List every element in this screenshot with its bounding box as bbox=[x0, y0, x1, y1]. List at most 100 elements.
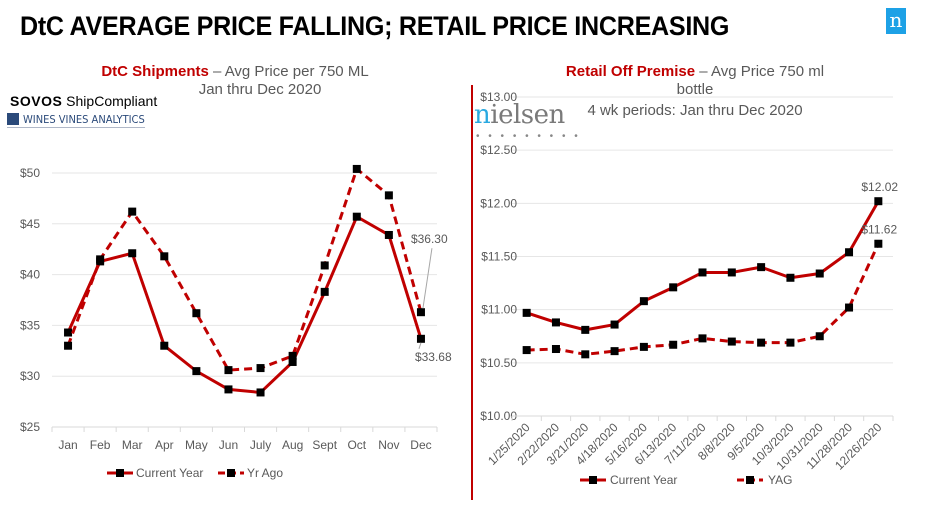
dtc-x-tick-label: Aug bbox=[282, 438, 303, 452]
retail-y-tick-label: $11.50 bbox=[481, 250, 517, 264]
right-chart-title-line2: bottle bbox=[676, 81, 714, 98]
retail-data-point bbox=[874, 239, 883, 248]
dtc-y-tick-label: $30 bbox=[20, 369, 40, 383]
retail-data-point bbox=[786, 338, 795, 347]
sovos-logo: SOVOS ShipCompliant bbox=[10, 93, 157, 109]
dtc-x-tick-label: Jan bbox=[58, 438, 77, 452]
retail-data-point bbox=[639, 297, 648, 306]
dtc-x-tick-label: Mar bbox=[122, 438, 143, 452]
dtc-data-point bbox=[288, 351, 297, 360]
retail-y-tick-label: $13.00 bbox=[480, 90, 517, 104]
retail-data-point bbox=[522, 308, 531, 317]
dtc-data-point bbox=[192, 309, 201, 318]
retail-data-label: $12.02 bbox=[861, 180, 898, 194]
nielsen-brand-icon: n bbox=[886, 8, 906, 34]
dtc-data-point bbox=[320, 287, 329, 296]
dtc-x-tick-label: Apr bbox=[155, 438, 174, 452]
retail-y-tick-label: $10.00 bbox=[480, 409, 517, 423]
dtc-data-label: $36.30 bbox=[411, 232, 448, 246]
nielsen-logo-rest: ielsen bbox=[490, 100, 565, 130]
dtc-legend-label: Yr Ago bbox=[247, 466, 283, 480]
wva-logo-text: WINES VINES ANALYTICS bbox=[23, 113, 145, 126]
dtc-x-tick-label: Sept bbox=[312, 438, 337, 452]
dtc-data-point bbox=[288, 357, 297, 366]
retail-legend-label: Current Year bbox=[610, 473, 677, 487]
dtc-legend-label: Current Year bbox=[136, 466, 203, 480]
retail-legend-swatch-marker bbox=[746, 476, 754, 484]
retail-data-point bbox=[786, 273, 795, 282]
dtc-x-tick-label: Dec bbox=[410, 438, 431, 452]
retail-data-point bbox=[639, 342, 648, 351]
wines-vines-analytics-logo: WINES VINES ANALYTICS bbox=[7, 113, 145, 128]
right-chart-title-rest: – Avg Price 750 ml bbox=[695, 63, 825, 80]
retail-y-tick-label: $12.50 bbox=[480, 143, 517, 157]
dtc-data-point bbox=[352, 212, 361, 221]
retail-data-point bbox=[727, 337, 736, 346]
dtc-data-point bbox=[384, 191, 393, 200]
retail-data-point bbox=[522, 346, 531, 355]
dtc-data-point bbox=[128, 207, 137, 216]
retail-data-point bbox=[757, 338, 766, 347]
dtc-x-tick-label: Feb bbox=[90, 438, 111, 452]
retail-data-point bbox=[669, 283, 678, 292]
dtc-annotation-leader bbox=[422, 248, 433, 309]
sovos-logo-bold: SOVOS bbox=[10, 93, 63, 109]
dtc-x-tick-label: Oct bbox=[347, 438, 366, 452]
nielsen-logo-n: n bbox=[474, 100, 491, 130]
bar-chart-icon bbox=[7, 113, 19, 125]
dtc-x-tick-label: July bbox=[250, 438, 271, 452]
retail-data-point bbox=[581, 350, 590, 359]
retail-data-point bbox=[757, 263, 766, 272]
retail-data-point bbox=[551, 345, 560, 354]
dtc-data-point bbox=[96, 255, 105, 264]
retail-legend-swatch-marker bbox=[589, 476, 597, 484]
retail-data-point bbox=[845, 303, 854, 312]
left-chart-title-highlight: DtC Shipments bbox=[101, 63, 209, 80]
left-chart-subtitle: Jan thru Dec 2020 bbox=[198, 81, 322, 98]
dtc-data-point bbox=[256, 364, 265, 373]
dtc-data-point bbox=[352, 164, 361, 173]
retail-data-point bbox=[727, 268, 736, 277]
retail-y-tick-label: $10.50 bbox=[480, 356, 517, 370]
slide-title: DtC AVERAGE PRICE FALLING; RETAIL PRICE … bbox=[20, 11, 730, 41]
left-chart-title-rest: – Avg Price per 750 ML bbox=[208, 63, 369, 80]
dtc-legend-swatch-marker bbox=[116, 469, 124, 477]
dtc-data-point bbox=[256, 388, 265, 397]
dtc-x-tick-label: Nov bbox=[378, 438, 399, 452]
right-chart-subtitle: 4 wk periods: Jan thru Dec 2020 bbox=[587, 102, 803, 119]
dtc-data-point bbox=[128, 249, 137, 258]
dtc-data-label: $33.68 bbox=[415, 350, 452, 364]
dtc-data-point bbox=[384, 230, 393, 239]
dtc-data-point bbox=[416, 308, 425, 317]
dtc-annotation-leader bbox=[418, 342, 422, 349]
right-chart-title: Retail Off Premise – Avg Price 750 ml bo… bbox=[490, 63, 900, 99]
sovos-logo-text: ShipCompliant bbox=[62, 93, 158, 109]
retail-data-point bbox=[698, 268, 707, 277]
dtc-x-tick-label: Jun bbox=[219, 438, 238, 452]
retail-data-point bbox=[815, 332, 824, 341]
dtc-y-tick-label: $25 bbox=[20, 420, 40, 434]
retail-data-point bbox=[551, 318, 560, 327]
dtc-y-tick-label: $50 bbox=[20, 166, 40, 180]
dtc-data-point bbox=[64, 341, 73, 350]
dtc-y-tick-label: $35 bbox=[20, 318, 40, 332]
retail-data-point bbox=[610, 347, 619, 356]
dtc-y-tick-label: $45 bbox=[20, 217, 40, 231]
retail-data-point bbox=[610, 320, 619, 329]
dtc-data-point bbox=[224, 385, 233, 394]
retail-series-line-current-year bbox=[526, 200, 880, 332]
dtc-data-point bbox=[160, 252, 169, 261]
dtc-series-line-year-ago bbox=[66, 167, 423, 372]
nielsen-logo-dots: • • • • • • • • • bbox=[476, 131, 581, 142]
dtc-data-point bbox=[224, 366, 233, 375]
right-chart-title-highlight: Retail Off Premise bbox=[565, 63, 696, 80]
left-chart-title: DtC Shipments – Avg Price per 750 ML bbox=[40, 63, 430, 81]
dtc-data-point bbox=[320, 261, 329, 270]
retail-legend-label: YAG bbox=[768, 473, 792, 487]
retail-data-point bbox=[581, 325, 590, 334]
retail-y-tick-label: $12.00 bbox=[480, 196, 517, 210]
retail-y-tick-label: $11.00 bbox=[481, 303, 517, 317]
dtc-legend-swatch-marker bbox=[227, 469, 235, 477]
dtc-series-line-current-year bbox=[66, 215, 423, 394]
